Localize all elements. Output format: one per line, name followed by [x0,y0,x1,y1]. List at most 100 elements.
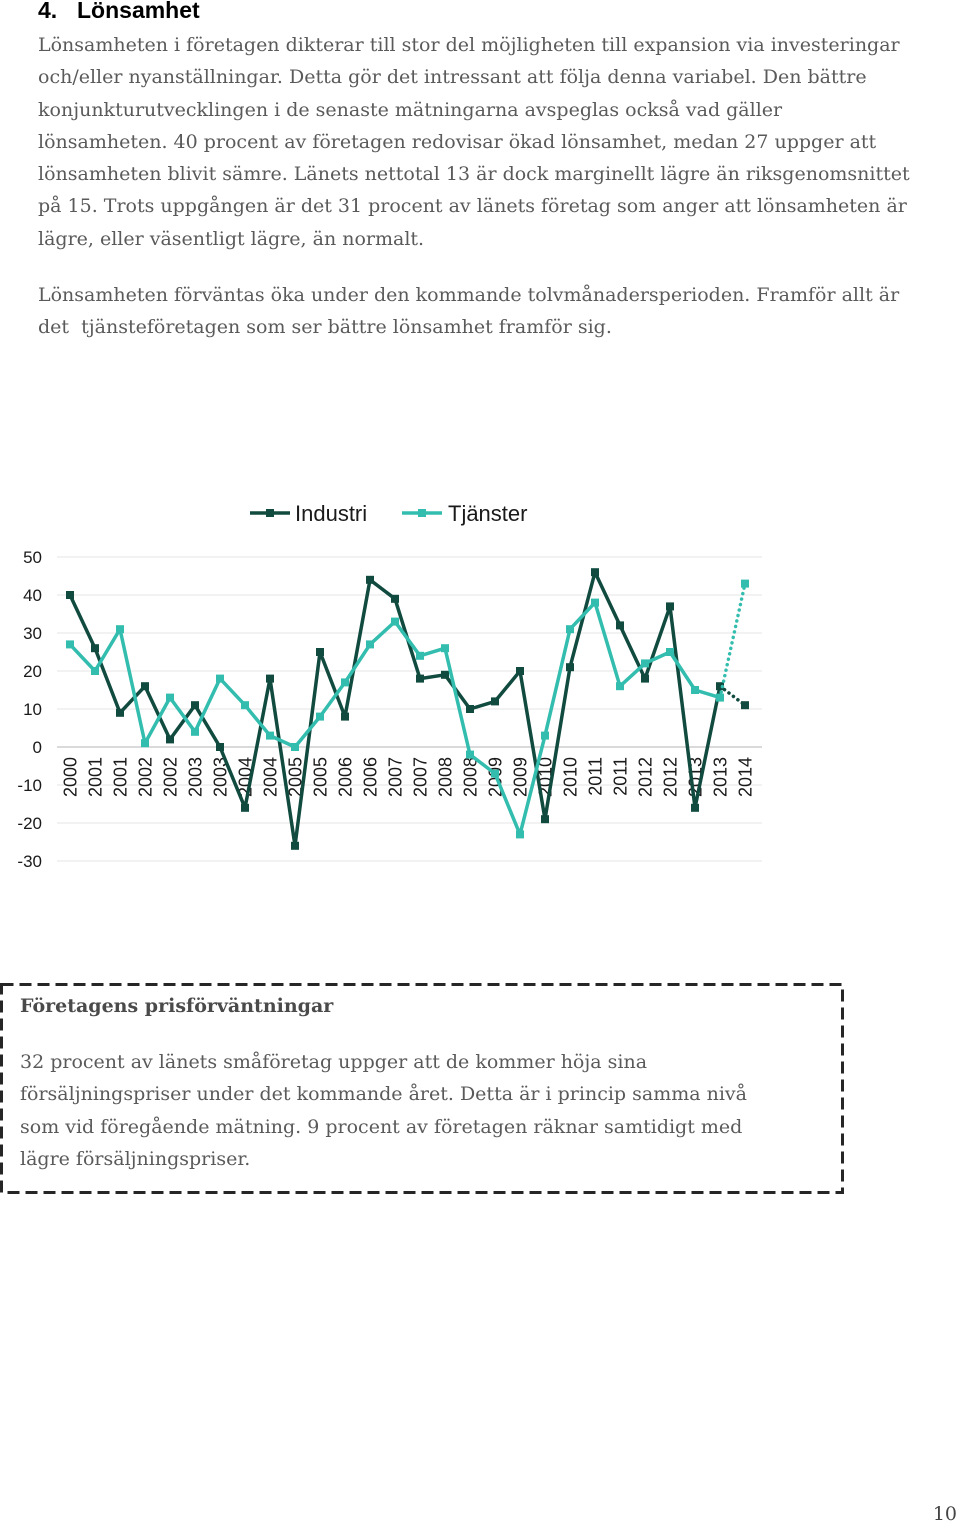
industri-point [66,591,74,599]
paragraph-line: Lönsamheten i företagen dikterar till st… [38,34,900,56]
industri-point [691,803,699,812]
tjanster-point [741,579,749,588]
industri-point [716,682,724,691]
tjanster-point [616,682,624,691]
industri-point [616,621,624,630]
chart-gridlines [57,556,762,862]
tjanster-dotted-segment [718,581,747,700]
tjanster-point [66,640,74,649]
x-tick-label: 2000 [61,757,81,797]
tjanster-point [566,625,574,634]
tjanster-point [166,693,174,702]
infobox-title: Företagens prisförväntningar [20,995,334,1017]
tjanster-point [116,625,124,634]
x-tick-label: 2006 [336,757,356,797]
y-tick-label: 10 [23,700,42,719]
industri-point [566,663,574,672]
industri-point [641,674,649,683]
tjanster-point [541,731,549,740]
x-tick-label: 2005 [311,757,331,797]
industri-point [191,701,199,710]
page-number: 10 [932,1503,957,1525]
tjanster-point [291,743,299,751]
x-tick-label: 2011 [586,757,606,796]
industri-point [516,667,524,675]
x-tick-label: 2006 [361,757,381,797]
tjanster-point [641,659,649,668]
x-tick-label: 2008 [461,757,481,797]
section-number: 4. [38,0,58,23]
x-tick-label: 2003 [186,757,206,797]
industri-point [216,743,224,751]
tjanster-point [216,674,224,683]
x-tick-label: 2002 [161,757,181,797]
tjanster-point [441,644,449,653]
x-tick-label: 2002 [136,757,156,797]
x-tick-label: 2005 [286,757,306,797]
infobox-line: som vid föregående mätning. 9 procent av… [20,1115,743,1138]
tjanster-point [191,727,199,736]
y-tick-label: -30 [17,852,42,871]
x-tick-label: 2012 [636,757,656,797]
section-title: Lönsamhet [77,0,200,23]
industri-point [141,682,149,691]
legend-label-tjanster: Tjänster [448,501,527,526]
price-expectations-box: Företagens prisförväntningar 32 procent … [0,983,845,1194]
paragraph-line: konjunkturutvecklingen i de senaste mätn… [38,98,783,121]
legend-label-industri: Industri [295,501,367,526]
tjanster-point [466,750,474,759]
y-tick-label: 50 [23,548,42,567]
tjanster-point [416,651,424,660]
industri-point [741,701,749,710]
y-tick-label: 20 [23,662,42,681]
industri-point [266,674,274,683]
paragraph-line: och/eller nyanställningar. Detta gör det… [38,66,867,89]
paragraph-line: Lönsamheten förväntas öka under den komm… [38,284,900,306]
chart-series [66,568,749,850]
industri-point [391,594,399,603]
x-tick-label: 2003 [211,757,231,797]
x-axis-labels: 2000 2001 2001 2002 2002 2003 2003 2004 2004 2005… [61,757,756,797]
tjanster-point [141,739,149,748]
industri-point [166,735,174,744]
y-axis-labels: 50 40 30 20 10 0 -10 -20 -30 [17,548,42,871]
intro-paragraph: Lönsamheten i företagen dikterar till st… [38,29,910,255]
tjanster-line [68,600,721,837]
y-tick-label: -20 [17,814,42,833]
tjanster-point [716,693,724,702]
dashed-frame [0,983,844,1194]
industri-point [341,712,349,721]
tjanster-point [341,678,349,687]
x-tick-label: 2013 [711,757,731,797]
y-tick-label: -10 [17,776,42,795]
paragraph-line: lönsamheten. 40 procent av företagen red… [38,130,877,153]
infobox-line: 32 procent av länets småföretag uppger a… [20,1051,648,1073]
x-tick-label: 2010 [561,757,581,797]
x-tick-label: 2008 [436,757,456,797]
industri-point [291,841,299,850]
y-tick-label: 0 [33,738,42,757]
y-tick-label: 30 [23,624,42,643]
x-tick-label: 2007 [386,757,406,797]
x-tick-label: 2014 [736,757,756,797]
industri-point [116,708,124,717]
chart-legend: Industri Tjänster [250,501,527,526]
x-tick-label: 2001 [86,757,106,797]
industri-point [591,568,599,577]
industri-point [316,648,324,656]
industri-point [241,803,249,812]
industri-point [491,697,499,706]
y-tick-label: 40 [23,586,42,605]
tjanster-point [391,617,399,626]
infobox-line: lägre försäljningspriser. [20,1147,251,1170]
infobox-line: försäljningspriser under det kommande år… [20,1083,747,1106]
tjanster-point [491,769,499,778]
industri-point [366,575,374,584]
x-tick-label: 2011 [611,757,631,796]
paragraph-line: lägre, eller väsentligt lägre, än normal… [38,227,425,250]
tjanster-point [691,686,699,694]
industri-point [541,815,549,824]
legend-marker-industri [266,509,274,517]
